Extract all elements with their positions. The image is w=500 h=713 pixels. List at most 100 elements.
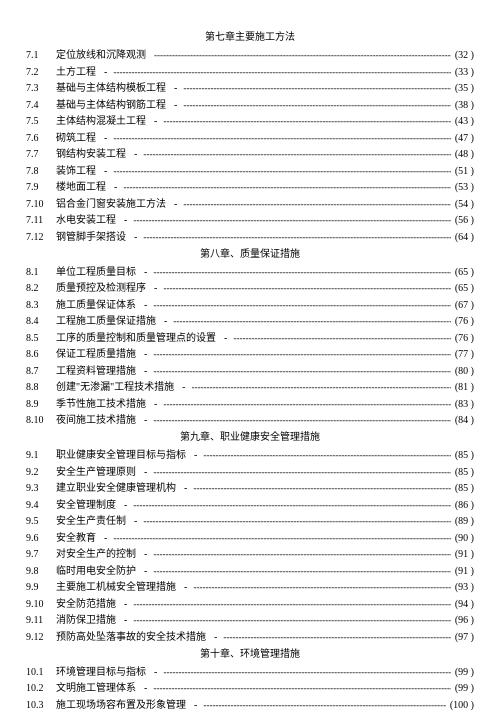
entry-lead-dash: -	[104, 65, 113, 80]
entry-page: (56 )	[451, 213, 474, 228]
entry-page: (76 )	[451, 331, 474, 346]
toc-entry: 9.1职业健康安全管理目标与指标------------------------…	[26, 448, 474, 463]
toc-entry: 9.4安全管理制度-------------------------------…	[26, 498, 474, 513]
entry-number: 9.8	[26, 564, 56, 579]
entry-title: 安全防范措施	[56, 597, 124, 612]
toc-entry: 8.9季节性施工技术措施----------------------------…	[26, 397, 474, 412]
toc-entry: 9.8临时用电安全防护 -----------------------------…	[26, 564, 474, 579]
toc-entry: 9.3建立职业安全健康管理机构 -------------------------…	[26, 481, 474, 496]
entry-leader-line: ----------------------------------------…	[133, 214, 450, 228]
entry-page: (99 )	[451, 665, 474, 680]
entry-title: 职业健康安全管理目标与指标	[56, 448, 194, 463]
entry-lead-dash: -	[104, 164, 113, 179]
entry-title: 主体结构混凝土工程	[56, 114, 154, 129]
entry-page: (93 )	[451, 580, 474, 595]
entry-page: (94 )	[451, 597, 474, 612]
entry-leader-line: ----------------------------------------…	[193, 581, 450, 595]
entry-lead-dash: -	[144, 681, 153, 696]
entry-lead-dash: -	[124, 498, 133, 513]
entry-lead-dash: -	[214, 630, 223, 645]
toc-entry: 7.2土方工程---------------------------------…	[26, 65, 474, 80]
entry-title: 工程施工质量保证措施	[56, 314, 164, 329]
entry-lead-dash: -	[154, 114, 163, 129]
table-of-contents: 第七章主要施工方法7.1定位放线和沉降观测-------------------…	[26, 30, 474, 713]
entry-lead-dash: -	[144, 465, 153, 480]
entry-lead-dash: -	[134, 230, 143, 245]
entry-page: (67 )	[451, 298, 474, 313]
entry-leader-line: ----------------------------------------…	[153, 414, 450, 428]
chapter-title: 第八章、质量保证措施	[26, 247, 474, 262]
entry-lead-dash: -	[154, 397, 163, 412]
entry-title: 临时用电安全防护	[56, 564, 144, 579]
entry-number: 9.1	[26, 448, 56, 463]
entry-lead-dash: -	[174, 81, 183, 96]
entry-lead-dash: -	[144, 547, 153, 562]
entry-page: (83 )	[451, 397, 474, 412]
entry-page: (100 )	[446, 698, 474, 713]
entry-page: (91 )	[451, 564, 474, 579]
toc-entry: 8.1单位工程质量目标-----------------------------…	[26, 265, 474, 280]
entry-title: 铝合金门窗安装施工方法	[56, 197, 174, 212]
entry-number: 8.7	[26, 364, 56, 379]
entry-number: 8.5	[26, 331, 56, 346]
toc-entry: 7.10铝合金门窗安装施工方法-------------------------…	[26, 197, 474, 212]
entry-page: (86 )	[451, 498, 474, 513]
entry-page: (89 )	[451, 514, 474, 529]
entry-page: (77 )	[451, 347, 474, 362]
entry-page: (53 )	[451, 180, 474, 195]
entry-leader-line: ----------------------------------------…	[153, 565, 450, 579]
entry-title: 文明施工管理体系	[56, 681, 144, 696]
entry-leader-line: ----------------------------------------…	[163, 282, 450, 296]
entry-title: 楼地面工程	[56, 180, 114, 195]
entry-page: (85 )	[451, 448, 474, 463]
entry-page: (43 )	[451, 114, 474, 129]
entry-lead-dash: -	[104, 131, 113, 146]
entry-page: (64 )	[451, 230, 474, 245]
toc-entry: 7.8装饰工程---------------------------------…	[26, 164, 474, 179]
entry-number: 9.3	[26, 481, 56, 496]
entry-title: 单位工程质量目标	[56, 265, 144, 280]
entry-lead-dash: -	[164, 314, 173, 329]
entry-lead-dash: -	[144, 265, 153, 280]
entry-page: (54 )	[451, 197, 474, 212]
toc-entry: 9.5安全生产责任制------------------------------…	[26, 514, 474, 529]
entry-page: (33 )	[451, 65, 474, 80]
entry-page: (81 )	[451, 380, 474, 395]
entry-lead-dash: -	[194, 698, 203, 713]
entry-number: 8.3	[26, 298, 56, 313]
entry-number: 9.5	[26, 514, 56, 529]
toc-entry: 7.4基础与主体结构钢筋工程--------------------------…	[26, 98, 474, 113]
entry-page: (51 )	[451, 164, 474, 179]
entry-leader-line: ----------------------------------------…	[163, 666, 450, 680]
chapter-title: 第七章主要施工方法	[26, 30, 474, 45]
toc-entry: 7.9楼地面工程--------------------------------…	[26, 180, 474, 195]
entry-leader-line: ----------------------------------------…	[192, 381, 451, 395]
toc-entry: 9.9主要施工机械安全管理措施-------------------------…	[26, 580, 474, 595]
toc-entry: 7.12钢管脚手架搭设-----------------------------…	[26, 230, 474, 245]
entry-leader-line: ----------------------------------------…	[113, 532, 450, 546]
entry-lead-dash: -	[174, 98, 183, 113]
entry-title: 主要施工机械安全管理措施	[56, 580, 184, 595]
toc-entry: 7.3基础与主体结构模板工程--------------------------…	[26, 81, 474, 96]
entry-lead-dash: -	[174, 197, 183, 212]
entry-lead-dash: -	[104, 531, 113, 546]
entry-number: 8.8	[26, 380, 56, 395]
entry-title: 工程资料管理措施	[56, 364, 144, 379]
entry-lead-dash: -	[124, 597, 133, 612]
toc-entry: 9.11消防保卫措施------------------------------…	[26, 613, 474, 628]
toc-entry: 7.7钢结构安装工程------------------------------…	[26, 147, 474, 162]
entry-page: (32 )	[451, 48, 474, 63]
entry-leader-line: ----------------------------------------…	[113, 165, 450, 179]
entry-leader-line: ----------------------------------------…	[193, 482, 450, 496]
entry-number: 7.6	[26, 131, 56, 146]
entry-title: 安全生产管理原则	[56, 465, 144, 480]
entry-title: 土方工程	[56, 65, 104, 80]
entry-title: 建立职业安全健康管理机构	[56, 481, 184, 496]
toc-entry: 8.7工程资料管理措施 -----------------------------…	[26, 364, 474, 379]
entry-leader-line: ----------------------------------------…	[153, 365, 450, 379]
entry-title: 季节性施工技术措施	[56, 397, 154, 412]
entry-number: 8.2	[26, 281, 56, 296]
entry-lead-dash: -	[144, 347, 153, 362]
entry-number: 9.7	[26, 547, 56, 562]
entry-page: (76 )	[451, 314, 474, 329]
